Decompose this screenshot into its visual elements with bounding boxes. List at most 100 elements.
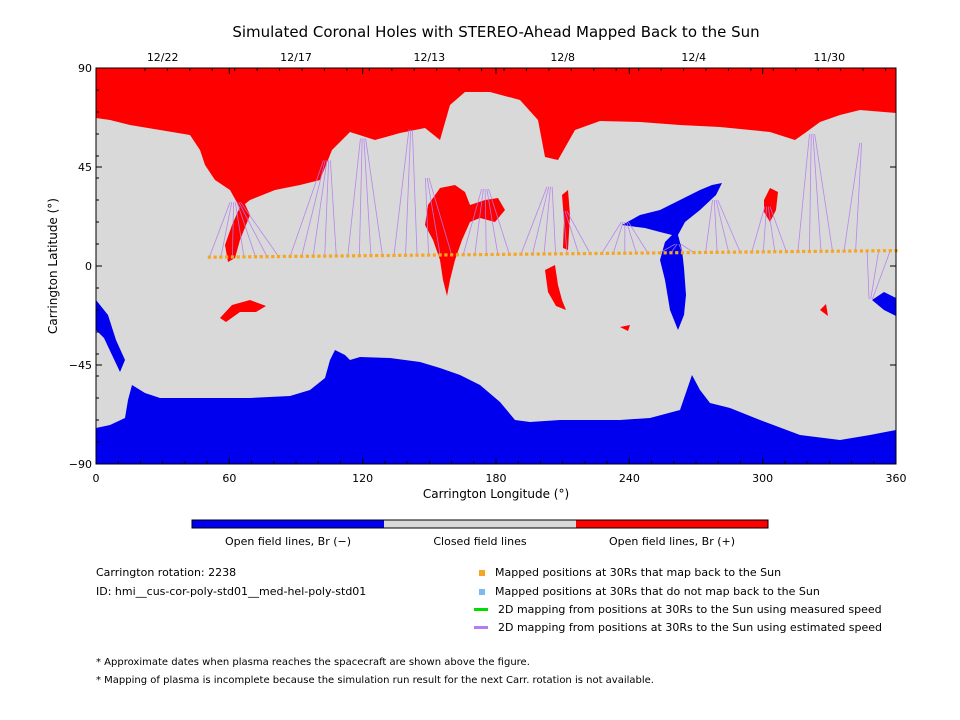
mapped-point (859, 249, 863, 253)
mapped-point (207, 255, 211, 259)
mapped-point (646, 251, 650, 255)
mapped-point (427, 253, 431, 257)
mapped-point (692, 250, 696, 255)
mapped-point (225, 255, 229, 259)
mapped-point (438, 253, 442, 257)
mapped-point (230, 255, 235, 259)
x-tick-label: 300 (752, 472, 773, 485)
mapped-point (328, 254, 333, 258)
x-tick-label: 0 (93, 472, 100, 485)
mapped-point (282, 254, 286, 259)
mapped-point (848, 249, 852, 253)
mapped-point (513, 252, 517, 256)
mapped-point (351, 254, 356, 258)
mapped-point (455, 253, 460, 257)
mapping-line (532, 186, 550, 255)
legend-mapped-label: Mapped positions at 30Rs that map back t… (495, 566, 782, 579)
x-tick-label: 60 (222, 472, 236, 485)
y-axis: −90 −45 0 45 90 (69, 62, 896, 471)
mapped-point (784, 250, 788, 254)
mapping-line (762, 206, 767, 252)
mapped-point (732, 250, 737, 254)
north-positive-coronal-hole (96, 68, 896, 208)
mapped-point (628, 251, 633, 255)
mapping-line (680, 243, 695, 253)
mapped-point (421, 253, 425, 257)
mapping-line (612, 221, 624, 254)
negative-right-edge (872, 292, 896, 316)
mapped-point (605, 251, 610, 255)
legend-unmapped: Mapped positions at 30Rs that do not map… (474, 585, 820, 598)
mapped-point (807, 249, 812, 254)
mapped-point (536, 252, 540, 256)
mapped-point (490, 252, 494, 257)
y-tick-label: −45 (69, 359, 92, 372)
mapping-line (363, 138, 372, 256)
mapping-line (705, 199, 713, 253)
mapping-line (627, 221, 649, 254)
positive-hole-150 (425, 185, 505, 296)
mapping-line (717, 199, 741, 253)
mapping-lines (208, 129, 891, 300)
mapped-point (294, 254, 298, 258)
mapping-line (715, 199, 730, 253)
mapped-point (698, 250, 702, 255)
mapping-line (365, 138, 383, 256)
mapping-line (812, 133, 822, 252)
footnote-incomplete: * Mapping of plasma is incomplete becaus… (96, 675, 654, 686)
mapping-line (232, 202, 234, 257)
mapped-point (502, 252, 506, 256)
mapped-point (877, 249, 881, 253)
mapped-point (594, 251, 598, 256)
mapped-point (530, 252, 535, 256)
mapping-line (426, 177, 441, 256)
x-axis: 0 60 120 180 240 300 360 (93, 68, 907, 485)
date-label: 12/22 (147, 51, 179, 64)
mapped-point (219, 255, 223, 259)
mapped-point (213, 255, 217, 259)
green-line-icon (474, 608, 488, 611)
mapped-point (363, 254, 367, 258)
mapping-line (601, 221, 622, 254)
x-axis-label: Carrington Longitude (°) (423, 487, 569, 501)
mapped-point (571, 252, 575, 256)
date-label: 12/8 (550, 51, 575, 64)
colorbar-segment (576, 520, 768, 528)
mapped-point (311, 254, 315, 258)
date-label: 12/17 (280, 51, 312, 64)
x-tick-label: 240 (619, 472, 640, 485)
carrington-rotation: Carrington rotation: 2238 (96, 566, 237, 579)
mapping-line (358, 138, 363, 256)
mapping-line (814, 133, 833, 252)
mapped-point (265, 255, 269, 259)
mapped-point (461, 253, 465, 257)
mapped-point (496, 252, 500, 257)
mapping-line (769, 206, 787, 252)
purple-line-icon (474, 626, 488, 629)
mapping-line (405, 129, 412, 256)
mapped-point (727, 250, 731, 254)
mapped-point (865, 249, 869, 253)
legend-unmapped-label: Mapped positions at 30Rs that do not map… (495, 585, 820, 598)
mapping-line (797, 133, 810, 252)
mapping-line (312, 160, 328, 257)
footnote-dates: * Approximate dates when plasma reaches … (96, 657, 530, 668)
colorbar-segment (384, 520, 576, 528)
mapped-point (600, 251, 604, 256)
mapped-point (709, 250, 713, 254)
mapped-point (403, 253, 408, 257)
mapping-line (866, 250, 870, 300)
mapping-line (564, 210, 580, 254)
mapping-line (329, 160, 337, 257)
mapped-point (750, 250, 754, 254)
mapping-line (484, 188, 487, 255)
mapped-point (778, 250, 783, 254)
mapped-point (276, 254, 281, 259)
mapped-point (577, 252, 581, 256)
mapping-line (767, 206, 776, 252)
mapped-point (380, 253, 385, 258)
mapped-point (375, 253, 379, 258)
mapped-point (773, 250, 777, 254)
date-label: 12/4 (681, 51, 706, 64)
